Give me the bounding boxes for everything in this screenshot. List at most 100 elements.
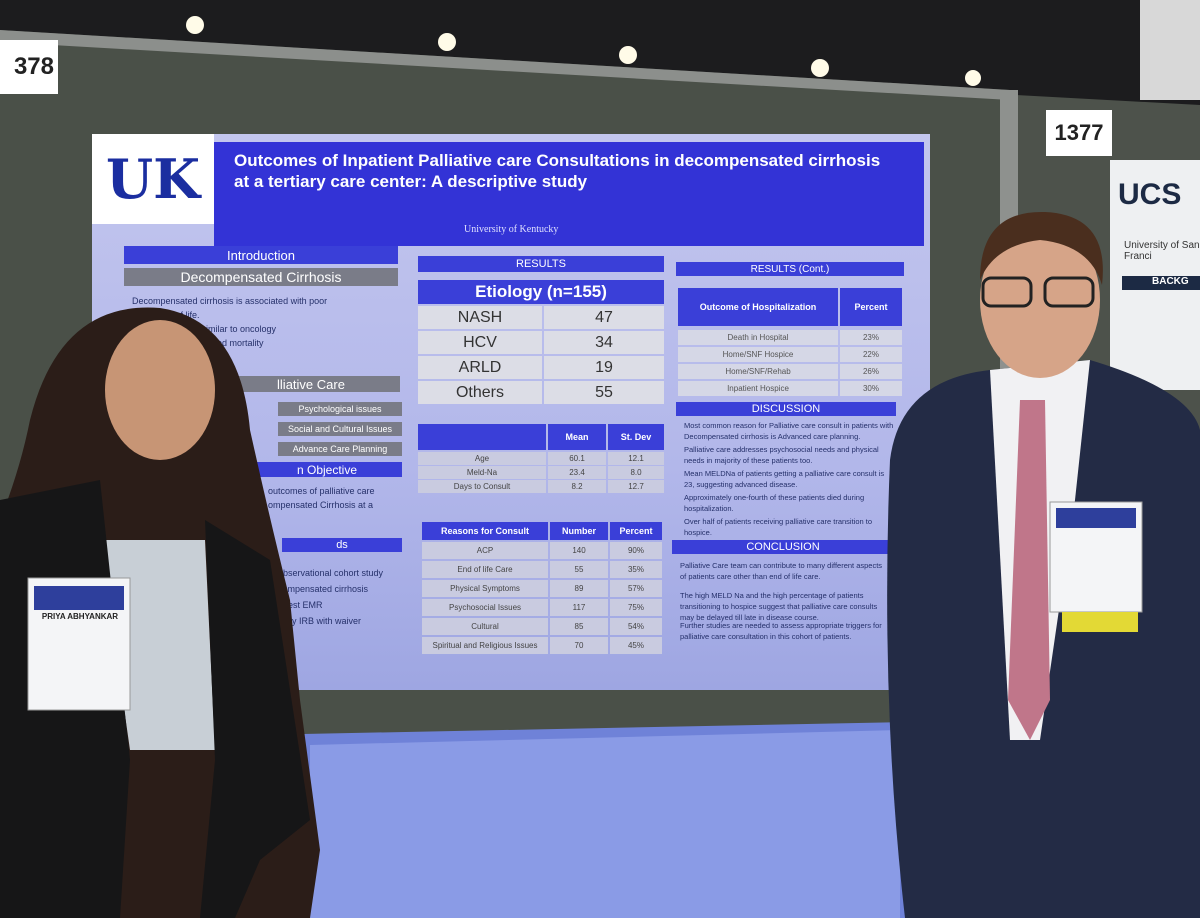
- poster-text: outcomes of palliative care: [268, 486, 375, 496]
- table-cell: Days to Consult: [418, 480, 546, 493]
- table-cell: End of life Care: [422, 561, 548, 578]
- table-cell: 26%: [840, 364, 902, 379]
- poster-text: Most common reason for Palliative care c…: [684, 421, 894, 441]
- table-cell: 23%: [840, 330, 902, 345]
- poster-text: Further studies are needed to assess app…: [680, 621, 882, 641]
- section-heading: Psychological issues: [278, 402, 402, 416]
- table-cell: Death in Hospital: [678, 330, 838, 345]
- table-cell: 47: [544, 306, 664, 329]
- logo: UK: [92, 134, 214, 224]
- table-cell: 22%: [840, 347, 902, 362]
- table-header: [418, 424, 546, 450]
- table-cell: 8.2: [548, 480, 606, 493]
- title-bar: Outcomes of Inpatient Palliative care Co…: [214, 142, 924, 246]
- badge-name: PRIYA ABHYANKAR: [41, 612, 119, 621]
- table-header: Number: [550, 522, 608, 540]
- wall: [1140, 0, 1200, 100]
- table-cell: Home/SNF Hospice: [678, 347, 838, 362]
- section-heading: Introduction: [124, 246, 398, 264]
- table-header: St. Dev: [608, 424, 664, 450]
- table-cell: Meld-Na: [418, 466, 546, 479]
- light: [811, 59, 829, 77]
- section-heading: Social and Cultural Issues: [278, 422, 402, 436]
- poster-text: ompensated Cirrhosis at a: [268, 500, 374, 510]
- table-cell: 60.1: [548, 452, 606, 465]
- poster-text: Palliative care addresses psychosocial n…: [684, 445, 879, 465]
- badge-band: [1056, 508, 1136, 528]
- table-cell: Psychosocial Issues: [422, 599, 548, 616]
- tie: [1008, 400, 1050, 740]
- section-heading: lliative Care: [222, 376, 400, 392]
- section-heading: ds: [282, 538, 402, 552]
- section-heading: n Objective: [252, 462, 402, 477]
- table-cell: Physical Symptoms: [422, 580, 548, 597]
- badge-band: [34, 586, 124, 610]
- poster-text: Over half of patients receiving palliati…: [684, 517, 873, 537]
- glasses: [981, 276, 1033, 308]
- table-cell: Home/SNF/Rehab: [678, 364, 838, 379]
- table-cell: 85: [550, 618, 608, 635]
- table-cell: 8.0: [608, 466, 664, 479]
- table-cell: ACP: [422, 542, 548, 559]
- table-cell: 54%: [610, 618, 662, 635]
- table-cell: 35%: [610, 561, 662, 578]
- table-cell: 12.7: [608, 480, 664, 493]
- section-heading: RESULTS: [418, 256, 664, 272]
- section-heading: RESULTS (Cont.): [676, 262, 904, 276]
- section-heading: Decompensated Cirrhosis: [124, 268, 398, 286]
- table-cell: 89: [550, 580, 608, 597]
- poster-text: compensated cirrhosis: [278, 584, 369, 594]
- poster-title: Outcomes of Inpatient Palliative care Co…: [234, 151, 881, 191]
- table-cell: Inpatient Hospice: [678, 381, 838, 396]
- light: [186, 16, 204, 34]
- poster-text: ghest EMR: [278, 600, 323, 610]
- table-cell: ARLD: [418, 356, 542, 379]
- table-header: Percent: [840, 288, 902, 326]
- ribbon: [1062, 612, 1138, 632]
- table-cell: 140: [550, 542, 608, 559]
- section-heading: DISCUSSION: [676, 402, 896, 416]
- board-frame: [0, 30, 1010, 100]
- table-cell: 45%: [610, 637, 662, 654]
- table-cell: Cultural: [422, 618, 548, 635]
- table-header: Reasons for Consult: [422, 522, 548, 540]
- table-cell: 90%: [610, 542, 662, 559]
- carpet: [310, 730, 900, 918]
- table-header: Percent: [610, 522, 662, 540]
- face: [980, 222, 1100, 378]
- table-cell: Spiritual and Religious Issues: [422, 637, 548, 654]
- light: [438, 33, 456, 51]
- table-cell: 34: [544, 331, 664, 354]
- poster-text: observational cohort study: [278, 568, 384, 578]
- neighbor-logo: UCS: [1118, 178, 1182, 211]
- table-cell: Age: [418, 452, 546, 465]
- table-cell: 23.4: [548, 466, 606, 479]
- table-cell: 12.1: [608, 452, 664, 465]
- poster-text: Mean MELDNa of patients getting a pallia…: [684, 469, 885, 489]
- table-cell: HCV: [418, 331, 542, 354]
- table-header: Outcome of Hospitalization: [678, 288, 838, 326]
- booth-number: 378: [0, 40, 58, 94]
- light: [965, 70, 981, 86]
- poster-text: The high MELD Na and the high percentage…: [680, 591, 878, 622]
- table-header: Mean: [548, 424, 606, 450]
- table-cell: NASH: [418, 306, 542, 329]
- hair: [980, 211, 1103, 285]
- table-cell: 55: [544, 381, 664, 404]
- neighbor-heading: BACKG: [1122, 276, 1200, 290]
- table-cell: Others: [418, 381, 542, 404]
- table-cell: 57%: [610, 580, 662, 597]
- table-cell: 19: [544, 356, 664, 379]
- affiliation: University of Kentucky: [464, 224, 559, 235]
- table-cell: 30%: [840, 381, 902, 396]
- section-heading: CONCLUSION: [672, 540, 894, 554]
- poster-text: Approximately one-fourth of these patien…: [684, 493, 865, 513]
- poster-text: Palliative Care team can contribute to m…: [680, 561, 883, 581]
- neighbor-poster: [1110, 160, 1200, 390]
- table-header: Etiology (n=155): [418, 280, 664, 304]
- neighbor-affiliation: University of San Franci: [1124, 240, 1200, 262]
- table-cell: 117: [550, 599, 608, 616]
- poster-text: Decompensated cirrhosis is associated wi…: [132, 296, 328, 306]
